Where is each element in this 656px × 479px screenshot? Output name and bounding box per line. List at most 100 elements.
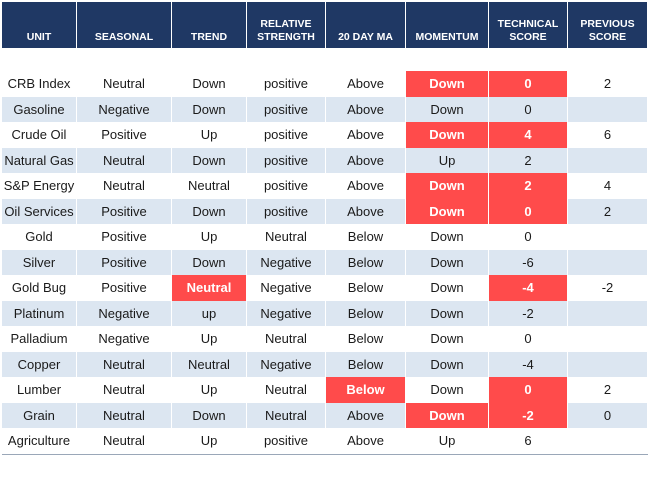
table-cell bbox=[568, 326, 648, 352]
table-cell: Copper bbox=[2, 351, 77, 377]
table-cell bbox=[568, 428, 648, 454]
table-cell: Negative bbox=[247, 249, 326, 275]
table-cell bbox=[568, 300, 648, 326]
table-cell: Positive bbox=[77, 275, 172, 301]
table-cell: -2 bbox=[489, 300, 568, 326]
table-cell: Below bbox=[326, 275, 406, 301]
table-cell: Above bbox=[326, 122, 406, 148]
table-border bbox=[2, 453, 648, 455]
table-cell: positive bbox=[247, 122, 326, 148]
table-cell: Lumber bbox=[2, 377, 77, 403]
table-cell bbox=[568, 147, 648, 173]
table-cell: Down bbox=[406, 71, 489, 97]
table-cell: Neutral bbox=[247, 326, 326, 352]
table-cell: Crude Oil bbox=[2, 122, 77, 148]
table-cell: positive bbox=[247, 173, 326, 199]
table-cell: 0 bbox=[489, 377, 568, 403]
table-cell: Below bbox=[326, 249, 406, 275]
table-cell: Palladium bbox=[2, 326, 77, 352]
table-cell: Positive bbox=[77, 249, 172, 275]
header-cell: TECHNICAL SCORE bbox=[489, 2, 568, 48]
table-cell: Above bbox=[326, 173, 406, 199]
table-cell: Gasoline bbox=[2, 96, 77, 122]
table-cell: Down bbox=[406, 173, 489, 199]
table-cell: Negative bbox=[247, 300, 326, 326]
table-cell: 0 bbox=[489, 71, 568, 97]
table-cell: 4 bbox=[489, 122, 568, 148]
table-cell: Above bbox=[326, 96, 406, 122]
table-cell: Neutral bbox=[172, 173, 247, 199]
table-cell: 2 bbox=[568, 377, 648, 403]
table-cell: Down bbox=[406, 249, 489, 275]
table-cell: Grain bbox=[2, 402, 77, 428]
table-cell: Neutral bbox=[77, 351, 172, 377]
table-cell: Below bbox=[326, 224, 406, 250]
table-cell: Down bbox=[406, 96, 489, 122]
table-cell: 6 bbox=[568, 122, 648, 148]
spacer-row bbox=[2, 48, 648, 71]
table-cell: Down bbox=[172, 402, 247, 428]
table-cell: Down bbox=[406, 122, 489, 148]
table-cell: Down bbox=[406, 224, 489, 250]
table-cell: Above bbox=[326, 428, 406, 454]
table-cell: Below bbox=[326, 326, 406, 352]
table-cell: S&P Energy bbox=[2, 173, 77, 199]
header-cell: 20 DAY MA bbox=[326, 2, 406, 48]
table-cell: Positive bbox=[77, 224, 172, 250]
table-cell: 6 bbox=[489, 428, 568, 454]
table-cell: Neutral bbox=[77, 377, 172, 403]
table-cell: positive bbox=[247, 428, 326, 454]
table-cell: -4 bbox=[489, 351, 568, 377]
table-cell: Up bbox=[172, 377, 247, 403]
table-cell: 2 bbox=[489, 147, 568, 173]
table-cell: Neutral bbox=[172, 275, 247, 301]
table-cell: Neutral bbox=[77, 402, 172, 428]
table-cell bbox=[568, 224, 648, 250]
table-cell: Negative bbox=[247, 275, 326, 301]
table-cell: Gold Bug bbox=[2, 275, 77, 301]
table-cell: -6 bbox=[489, 249, 568, 275]
table-cell: Down bbox=[406, 198, 489, 224]
table-cell: Above bbox=[326, 198, 406, 224]
table-cell: Up bbox=[406, 428, 489, 454]
table-cell: Down bbox=[406, 275, 489, 301]
table-cell: -4 bbox=[489, 275, 568, 301]
table-cell: Neutral bbox=[172, 351, 247, 377]
table-cell: Up bbox=[406, 147, 489, 173]
table-cell: Positive bbox=[77, 198, 172, 224]
table-cell: Above bbox=[326, 71, 406, 97]
table-cell: Silver bbox=[2, 249, 77, 275]
table-cell: Down bbox=[406, 377, 489, 403]
table-cell bbox=[568, 96, 648, 122]
table-cell bbox=[568, 351, 648, 377]
table-cell: Neutral bbox=[77, 428, 172, 454]
table-cell: Down bbox=[172, 71, 247, 97]
table-cell: Below bbox=[326, 300, 406, 326]
table-cell: Above bbox=[326, 147, 406, 173]
table-cell bbox=[568, 249, 648, 275]
table-cell: Down bbox=[406, 402, 489, 428]
table-cell: Gold bbox=[2, 224, 77, 250]
table-cell: Negative bbox=[77, 96, 172, 122]
table-cell: Down bbox=[172, 198, 247, 224]
table-cell: Down bbox=[406, 351, 489, 377]
table-cell: Natural Gas bbox=[2, 147, 77, 173]
table-cell: Down bbox=[406, 326, 489, 352]
header-cell: RELATIVE STRENGTH bbox=[247, 2, 326, 48]
header-cell: PREVIOUS SCORE bbox=[568, 2, 648, 48]
table-cell: CRB Index bbox=[2, 71, 77, 97]
table-cell: Negative bbox=[77, 326, 172, 352]
table-cell: 0 bbox=[489, 198, 568, 224]
table-cell: Down bbox=[172, 96, 247, 122]
table-cell: Oil Services bbox=[2, 198, 77, 224]
table-cell: positive bbox=[247, 96, 326, 122]
table-cell: 0 bbox=[489, 326, 568, 352]
table-cell: Neutral bbox=[77, 173, 172, 199]
table-cell: Positive bbox=[77, 122, 172, 148]
table-cell: Neutral bbox=[247, 402, 326, 428]
table-cell: Up bbox=[172, 326, 247, 352]
table-cell: Neutral bbox=[247, 377, 326, 403]
table-cell: Negative bbox=[77, 300, 172, 326]
table-cell: Down bbox=[172, 249, 247, 275]
